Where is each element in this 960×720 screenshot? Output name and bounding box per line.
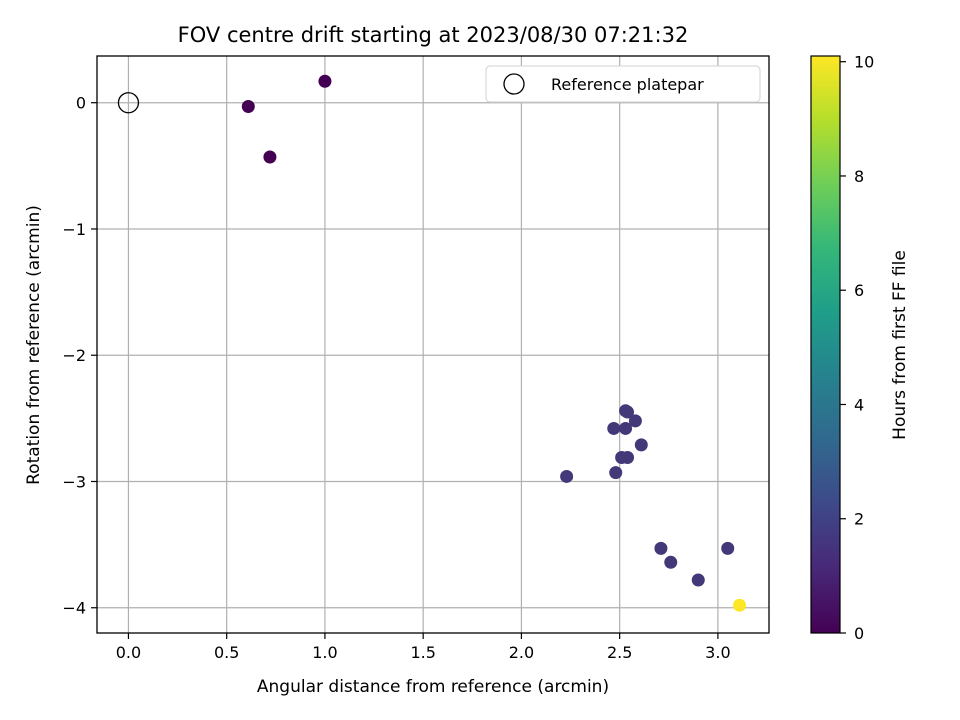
y-tick-label: 0 <box>76 94 86 113</box>
colorbar-ticks: 0 2 4 6 8 10 <box>840 53 874 643</box>
data-point <box>609 466 623 480</box>
data-point <box>721 541 735 555</box>
x-axis-ticks: 0.0 0.5 1.0 1.5 2.0 2.5 3.0 <box>116 633 731 662</box>
data-point <box>664 555 678 569</box>
reference-point-marker <box>117 92 140 114</box>
data-point <box>607 421 621 435</box>
colorbar-tick-label: 0 <box>854 624 864 643</box>
colorbar-tick-label: 10 <box>854 53 874 72</box>
data-point <box>634 438 648 452</box>
data-point <box>621 405 635 419</box>
x-tick-label: 2.5 <box>607 643 632 662</box>
x-tick-label: 0.0 <box>116 643 141 662</box>
y-axis-ticks: 0 −1 −2 −3 −4 <box>62 94 97 618</box>
data-point <box>619 421 633 435</box>
x-axis-label: Angular distance from reference (arcmin) <box>257 677 609 697</box>
data-point <box>263 150 277 164</box>
data-points <box>117 74 747 612</box>
data-point <box>241 100 255 114</box>
data-point <box>654 541 668 555</box>
colorbar-tick-label: 6 <box>854 281 864 300</box>
y-tick-label: −1 <box>62 220 86 239</box>
colorbar <box>810 55 841 634</box>
x-tick-label: 3.0 <box>705 643 730 662</box>
legend-marker <box>503 73 525 95</box>
data-point <box>621 451 635 465</box>
plot-frame <box>96 55 770 634</box>
colorbar-tick-label: 2 <box>854 510 864 529</box>
legend: Reference platepar <box>485 65 761 103</box>
data-point <box>691 573 705 587</box>
y-tick-label: −2 <box>62 346 86 365</box>
x-tick-label: 2.0 <box>509 643 534 662</box>
data-point <box>560 469 574 483</box>
y-tick-label: −4 <box>62 599 86 618</box>
y-axis-label: Rotation from reference (arcmin) <box>24 205 44 485</box>
x-tick-label: 1.5 <box>410 643 435 662</box>
legend-box <box>485 65 761 103</box>
y-tick-label: −3 <box>62 472 86 491</box>
x-tick-label: 0.5 <box>214 643 239 662</box>
chart-title: FOV centre drift starting at 2023/08/30 … <box>178 23 689 47</box>
data-point <box>318 74 332 88</box>
x-tick-label: 1.0 <box>312 643 337 662</box>
data-point <box>733 598 747 612</box>
colorbar-tick-label: 8 <box>854 167 864 186</box>
data-point <box>628 414 642 428</box>
colorbar-tick-label: 4 <box>854 395 864 414</box>
colorbar-label: Hours from first FF file <box>890 250 910 440</box>
legend-label: Reference platepar <box>551 75 704 94</box>
grid <box>97 56 769 633</box>
